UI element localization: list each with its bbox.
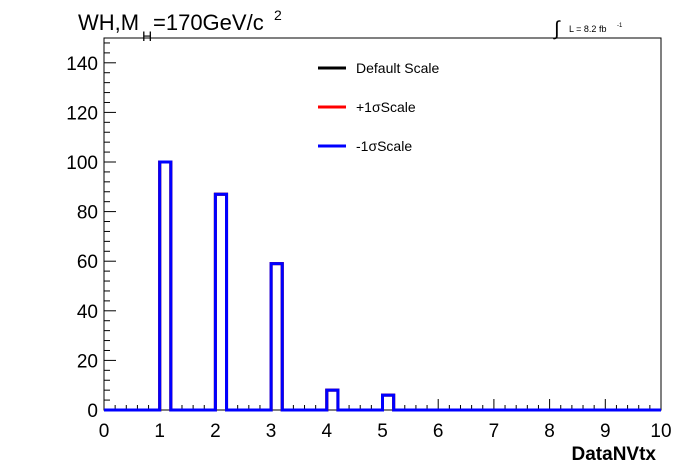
- x-tick-label: 2: [210, 421, 221, 442]
- x-tick-label: 4: [322, 421, 333, 442]
- x-tick-label: 8: [544, 421, 555, 442]
- y-tick-label: 80: [77, 203, 98, 224]
- x-tick-label: 5: [377, 421, 388, 442]
- series-layer: [104, 160, 661, 412]
- legend-entry: +1σScale: [356, 99, 416, 115]
- x-axis: 0 1 2 3 4 5 6 7 8 9 10: [99, 399, 672, 442]
- x-tick-label: 1: [154, 421, 165, 442]
- legend: Default Scale +1σScale -1σScale: [318, 60, 439, 154]
- plot-title: WH,M H =170GeV/c 2: [78, 7, 282, 44]
- y-tick-label: 140: [66, 54, 98, 75]
- x-tick-label: 0: [99, 421, 110, 442]
- x-tick-label: 10: [650, 421, 671, 442]
- y-tick-label: 40: [77, 302, 98, 323]
- integral-sign: ∫: [553, 18, 561, 40]
- histogram-series-0: [104, 160, 661, 412]
- y-tick-label: 100: [66, 153, 98, 174]
- x-tick-label: 9: [600, 421, 611, 442]
- legend-entry: Default Scale: [356, 60, 439, 76]
- x-tick-label: 7: [489, 421, 500, 442]
- y-tick-label: 0: [87, 401, 98, 422]
- title-superscript: 2: [274, 7, 282, 23]
- x-tick-label: 3: [266, 421, 277, 442]
- y-tick-label: 120: [66, 103, 98, 124]
- legend-entry: -1σScale: [356, 138, 412, 154]
- y-axis: 0 20 40 60 80 100 120 140: [66, 42, 116, 422]
- luminosity-label: ∫ L = 8.2 fb -1: [553, 18, 623, 40]
- histogram-series-2: [104, 160, 661, 412]
- lumi-superscript: -1: [617, 23, 623, 29]
- title-main: WH,M: [78, 10, 139, 35]
- x-tick-label: 6: [433, 421, 444, 442]
- histogram-series-1: [104, 160, 661, 412]
- y-tick-label: 60: [77, 252, 98, 273]
- y-tick-label: 20: [77, 351, 98, 372]
- title-rest: =170GeV/c: [153, 10, 264, 35]
- title-subscript: H: [142, 28, 152, 44]
- x-axis-label: DataNVtx: [572, 444, 657, 465]
- lumi-text: L = 8.2 fb: [569, 24, 606, 34]
- plot-frame: [103, 37, 662, 411]
